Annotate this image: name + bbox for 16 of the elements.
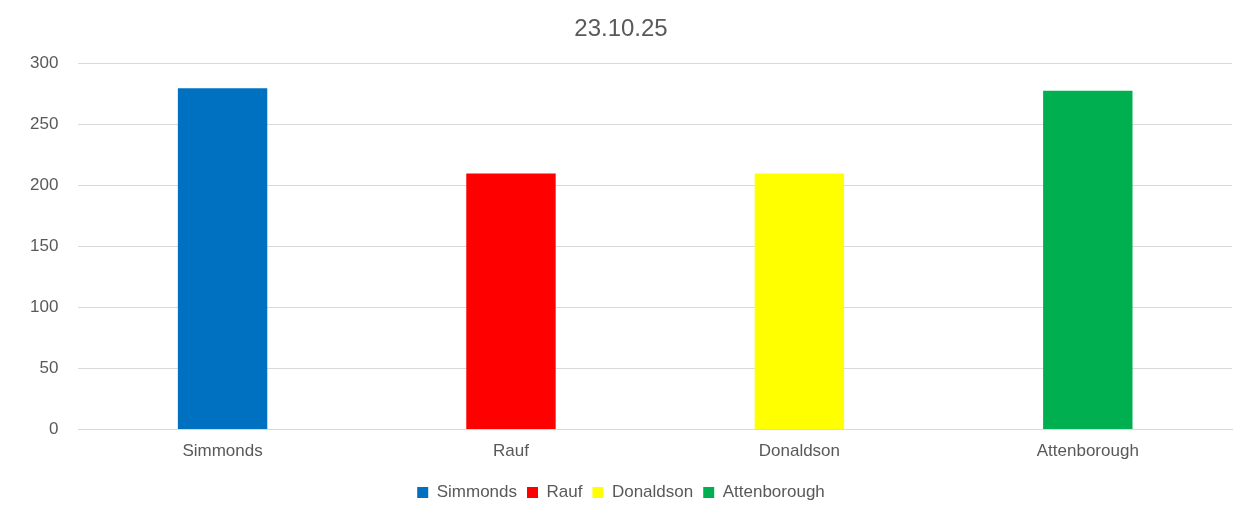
legend-label: Attenborough xyxy=(722,482,825,502)
y-tick-label: 0 xyxy=(48,419,59,439)
legend-label: Simmonds xyxy=(436,482,518,502)
chart-title: 23.10.25 xyxy=(574,14,668,42)
legend-label: Donaldson xyxy=(611,482,694,502)
x-tick-label: Donaldson xyxy=(758,441,841,461)
x-tick-label: Attenborough xyxy=(1036,441,1139,461)
x-tick-label: Simmonds xyxy=(182,441,263,461)
y-tick-label: 100 xyxy=(29,297,59,317)
y-tick-label: 200 xyxy=(29,175,59,195)
y-tick-label: 50 xyxy=(39,358,59,378)
legend-label: Rauf xyxy=(546,482,583,502)
y-tick-label: 150 xyxy=(29,236,59,256)
y-tick-label: 250 xyxy=(29,114,59,134)
x-tick-label: Rauf xyxy=(493,441,530,461)
y-tick-label: 300 xyxy=(29,53,59,73)
